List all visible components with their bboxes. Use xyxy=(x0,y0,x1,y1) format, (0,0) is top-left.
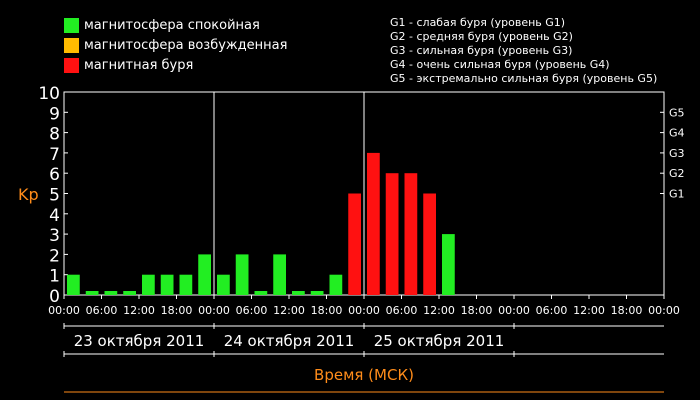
kp-bar xyxy=(179,274,193,295)
legend-label: магнитосфера возбужденная xyxy=(84,38,288,53)
x-tick-label: 12:00 xyxy=(423,304,455,317)
x-tick-label: 18:00 xyxy=(311,304,343,317)
g-level-label: G4 xyxy=(669,127,685,140)
y-tick-label: 10 xyxy=(38,84,60,104)
y-tick-label: 7 xyxy=(49,145,60,165)
y-tick-label: 1 xyxy=(49,267,60,287)
kp-bar xyxy=(273,254,286,295)
x-tick-label: 00:00 xyxy=(348,304,380,317)
x-tick-label: 06:00 xyxy=(386,304,418,317)
kp-bar xyxy=(310,291,324,295)
x-tick-label: 00:00 xyxy=(198,304,230,317)
day-label: 25 октября 2011 xyxy=(374,332,505,350)
kp-bar xyxy=(217,274,230,295)
y-tick-label: 6 xyxy=(49,165,60,185)
kp-bar xyxy=(329,274,343,295)
kp-bar xyxy=(423,193,436,295)
y-tick-label: 4 xyxy=(49,206,60,226)
g-level-label: G3 xyxy=(669,147,685,160)
x-tick-label: 12:00 xyxy=(123,304,155,317)
g-level-label: G2 xyxy=(669,167,685,180)
y-tick-label: 0 xyxy=(49,287,60,307)
legend-swatch xyxy=(64,58,79,73)
y-tick-label: 2 xyxy=(49,246,60,266)
kp-bar xyxy=(160,274,174,295)
g-legend-item: G5 - экстремально сильная буря (уровень … xyxy=(390,72,658,85)
kp-bar xyxy=(385,173,399,295)
kp-bar xyxy=(235,254,249,295)
x-tick-label: 00:00 xyxy=(498,304,530,317)
x-tick-label: 18:00 xyxy=(161,304,193,317)
kp-bar xyxy=(142,274,155,295)
x-tick-label: 12:00 xyxy=(573,304,605,317)
kp-bar xyxy=(123,291,136,295)
g-legend-item: G4 - очень сильная буря (уровень G4) xyxy=(390,58,610,71)
legend-swatch xyxy=(64,38,79,53)
x-tick-label: 06:00 xyxy=(536,304,568,317)
day-label: 24 октября 2011 xyxy=(224,332,355,350)
g-legend-item: G3 - сильная буря (уровень G3) xyxy=(390,44,573,57)
x-tick-label: 12:00 xyxy=(273,304,305,317)
x-tick-label: 00:00 xyxy=(648,304,680,317)
kp-bar xyxy=(254,291,268,295)
day-label: 23 октября 2011 xyxy=(74,332,205,350)
x-tick-label: 06:00 xyxy=(86,304,118,317)
legend-label: магнитосфера спокойная xyxy=(84,18,260,33)
g-level-label: G5 xyxy=(669,106,685,119)
g-legend-item: G1 - слабая буря (уровень G1) xyxy=(390,16,566,29)
kp-bar xyxy=(367,152,380,295)
kp-bar xyxy=(404,173,418,295)
x-tick-label: 18:00 xyxy=(611,304,643,317)
legend-label: магнитная буря xyxy=(84,58,194,73)
kp-bar xyxy=(85,291,99,295)
g-level-label: G1 xyxy=(669,188,685,201)
kp-bar xyxy=(292,291,305,295)
x-axis-title: Время (МСК) xyxy=(314,366,414,384)
g-scale-legend: G1 - слабая буря (уровень G1) G2 - средня… xyxy=(390,16,657,86)
kp-bar xyxy=(442,234,455,295)
g-legend-item: G2 - средняя буря (уровень G2) xyxy=(390,30,573,43)
y-tick-label: 5 xyxy=(49,186,60,206)
y-tick-label: 3 xyxy=(49,226,60,246)
kp-bar xyxy=(198,254,211,295)
x-tick-label: 00:00 xyxy=(48,304,80,317)
legend-swatch xyxy=(64,18,79,33)
kp-bar xyxy=(348,193,361,295)
y-tick-label: 8 xyxy=(49,125,60,145)
x-tick-label: 18:00 xyxy=(461,304,493,317)
x-tick-label: 06:00 xyxy=(236,304,268,317)
kp-bar xyxy=(104,291,118,295)
y-tick-label: 9 xyxy=(49,104,60,124)
y-axis-label: Kp xyxy=(18,185,39,204)
kp-bar xyxy=(67,274,80,295)
